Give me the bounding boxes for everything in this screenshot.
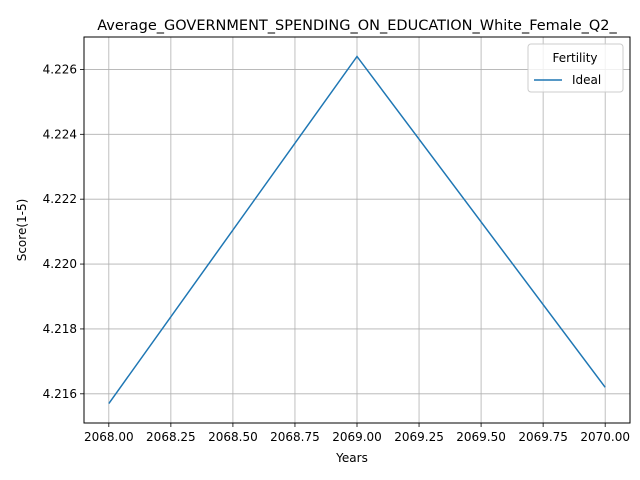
chart-title: Average_GOVERNMENT_SPENDING_ON_EDUCATION… [97,18,617,34]
x-tick-label: 2068.50 [208,430,258,444]
x-tick-label: 2069.25 [394,430,444,444]
y-axis-label: Score(1-5) [15,199,29,262]
y-tick-label: 4.216 [43,387,77,401]
legend-title: Fertility [552,51,597,65]
y-tick-label: 4.220 [43,257,77,271]
x-axis-label: Years [335,451,368,465]
x-tick-label: 2068.00 [84,430,134,444]
x-tick-label: 2069.50 [456,430,506,444]
y-axis-ticks: 4.216 4.218 4.220 4.222 4.224 4.226 [43,62,84,401]
x-tick-label: 2069.00 [332,430,382,444]
x-tick-label: 2068.25 [146,430,196,444]
legend: Fertility Ideal [527,43,624,93]
series-line-ideal [108,55,606,404]
series-layer [108,55,606,404]
x-tick-label: 2070.00 [580,430,630,444]
y-tick-label: 4.222 [43,192,77,206]
x-tick-label: 2069.75 [518,430,568,444]
legend-label-ideal: Ideal [572,73,601,87]
grid-lines [84,37,630,423]
y-tick-label: 4.224 [43,127,77,141]
y-tick-label: 4.226 [43,62,77,76]
x-tick-label: 2068.75 [270,430,320,444]
x-axis-ticks: 2068.00 2068.25 2068.50 2068.75 2069.00 2069.… [84,423,630,444]
y-tick-label: 4.218 [43,322,77,336]
